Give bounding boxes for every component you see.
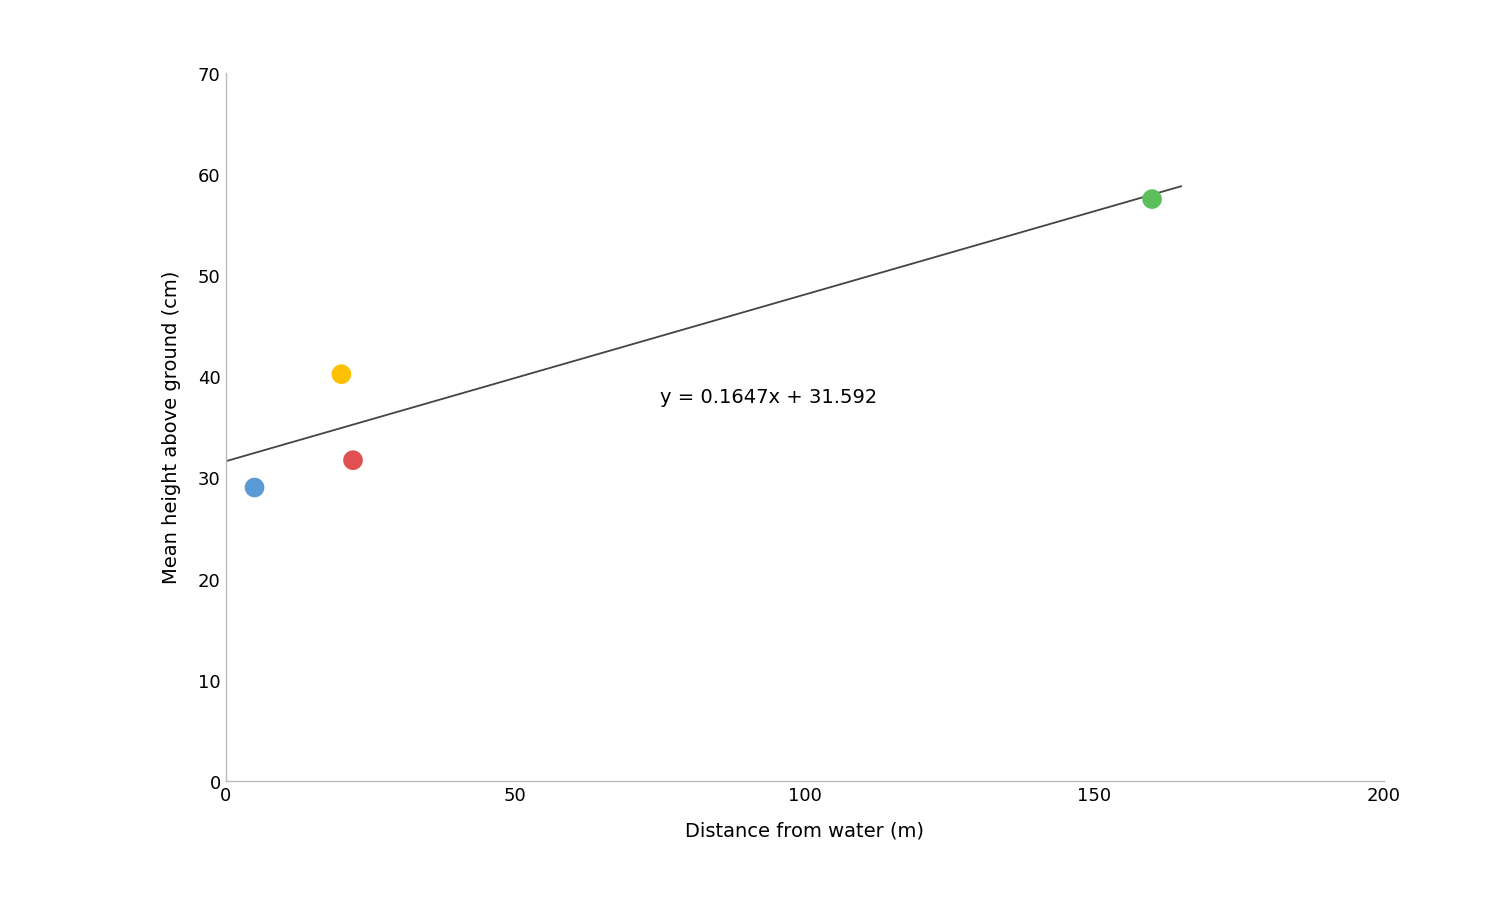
X-axis label: Distance from water (m): Distance from water (m) xyxy=(686,821,923,840)
Point xyxy=(341,453,365,468)
Text: y = 0.1647x + 31.592: y = 0.1647x + 31.592 xyxy=(660,388,877,406)
Point xyxy=(242,481,266,495)
Point xyxy=(329,368,353,382)
Point xyxy=(1140,192,1164,207)
Y-axis label: Mean height above ground (cm): Mean height above ground (cm) xyxy=(162,271,182,584)
